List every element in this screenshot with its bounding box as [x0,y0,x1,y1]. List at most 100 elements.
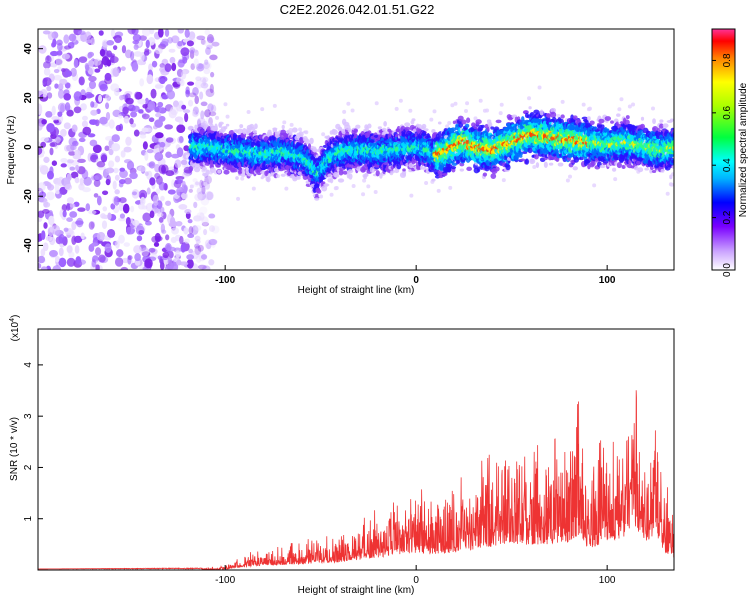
noise-cell [154,152,164,162]
scatter-cell [350,108,355,113]
noise-cell [179,261,189,266]
noise-cell [206,191,214,201]
noise-cell [165,200,172,206]
noise-cell [113,35,123,44]
chart-title: C2E2.2026.042.01.51.G22 [280,2,435,17]
noise-cell [203,68,211,75]
noise-cell [98,94,103,103]
ridge-cell [281,124,285,130]
noise-cell [181,192,189,200]
noise-cell [176,124,186,134]
noise-cell [158,164,166,174]
scatter-cell [282,120,287,125]
ridge-cell [291,127,298,133]
ridge-cell [338,169,344,176]
noise-cell [91,175,100,181]
noise-cell [38,45,47,54]
ridge-cell [200,122,206,126]
ridge-cell [309,137,314,145]
scatter-cell [304,130,309,135]
noise-cell [101,56,110,66]
noise-cell [81,120,89,128]
noise-cell [197,264,207,270]
noise-cell [115,240,120,249]
noise-cell [41,230,46,241]
noise-cell [95,247,102,256]
noise-cell [113,195,120,206]
noise-cell [66,257,76,267]
scatter-cell [217,169,222,174]
noise-cell [154,47,163,55]
noise-cell [151,60,158,68]
noise-cell [184,209,192,214]
noise-cell [202,77,207,86]
noise-cell [194,225,202,231]
scatter-cell [432,109,437,114]
noise-cell [105,167,115,174]
noise-cell [154,106,160,113]
noise-cell [194,243,200,249]
noise-cell [191,110,196,117]
scatter-cell [408,108,413,113]
scatter-cell [329,192,334,197]
noise-cell [200,110,205,120]
ridge-cell [431,178,436,182]
noise-cell [204,239,212,249]
noise-cell [200,82,209,89]
noise-cell [73,235,83,244]
ridge-cell [419,165,424,170]
noise-cell [108,119,115,129]
noise-cell [108,148,114,156]
noise-cell [201,185,206,195]
noise-cell [171,35,180,44]
noise-cell [42,77,52,87]
noise-cell [38,106,43,115]
ridge-cell [240,173,247,177]
noise-cell [167,36,173,44]
noise-cell [140,196,146,206]
noise-cell [38,123,43,131]
noise-cell [73,106,82,114]
noise-cell [66,159,74,164]
noise-cell [51,160,58,166]
ridge-cell [482,172,488,177]
scatter-cell [374,101,379,106]
noise-cell [46,123,55,133]
noise-cell [155,112,162,118]
noise-cell [200,195,210,206]
noise-cell [42,242,49,252]
noise-cell [55,190,60,195]
noise-cell [183,227,189,235]
noise-cell [195,254,202,263]
noise-cell [58,115,64,123]
noise-cell [158,181,166,191]
noise-cell [187,233,195,239]
noise-cell [156,212,164,217]
noise-cell [66,197,75,204]
ridge-cell [338,126,342,131]
noise-cell [146,187,151,195]
noise-cell [154,132,164,139]
noise-cell [199,212,205,221]
noise-cell [197,191,207,201]
scatter-cell [321,132,326,137]
noise-cell [149,210,155,219]
noise-cell [57,83,64,91]
ridge-cell [194,163,200,169]
noise-cell [109,56,119,64]
noise-cell [108,160,115,168]
noise-cell [160,195,165,202]
noise-cell [138,109,144,114]
noise-cell [69,166,76,171]
noise-cell [80,232,85,240]
scatter-cell [298,127,303,132]
noise-cell [145,220,152,226]
noise-cell [123,146,132,153]
noise-cell [87,133,96,138]
noise-cell [116,249,124,258]
scatter-cell [246,109,251,114]
ridge-cell [225,123,230,127]
noise-cell [144,151,149,161]
noise-cell [193,201,198,209]
noise-cell [107,212,112,221]
